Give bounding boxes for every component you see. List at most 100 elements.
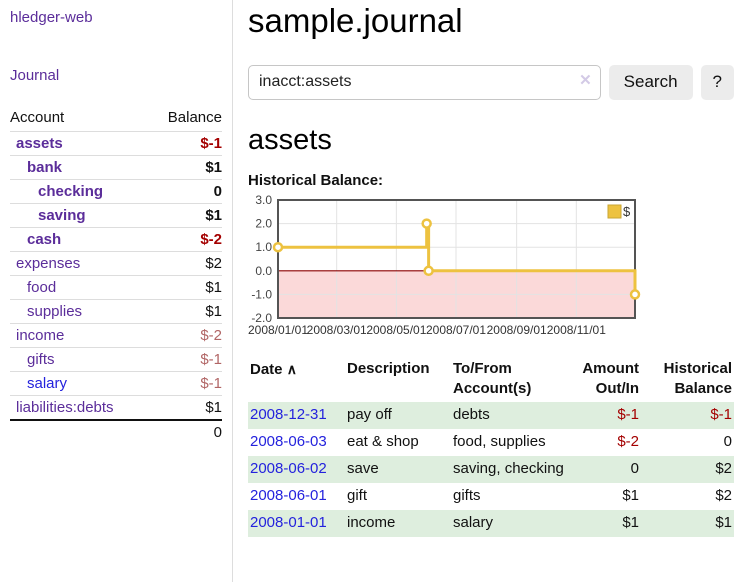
transaction-amount: $-1 — [617, 405, 639, 423]
transaction-balance: $-1 — [710, 405, 732, 423]
register-table: Date ∧ Description To/From Account(s) Am… — [248, 357, 734, 537]
account-link[interactable]: checking — [38, 183, 104, 200]
account-link[interactable]: saving — [38, 207, 86, 224]
account-link[interactable]: supplies — [27, 303, 83, 320]
svg-text:$: $ — [623, 204, 631, 219]
svg-text:-2.0: -2.0 — [251, 311, 272, 325]
transaction-date-link[interactable]: 2008-12-31 — [250, 405, 327, 423]
account-row: gifts $-1 — [10, 347, 222, 372]
app-title: hledger-web — [10, 9, 222, 27]
transaction-amount: $-2 — [617, 432, 639, 450]
transaction-amount: $1 — [622, 486, 639, 504]
account-row: liabilities:debts $1 — [10, 395, 222, 420]
account-name-cell: liabilities:debts — [10, 395, 150, 420]
transaction-balance: 0 — [723, 432, 732, 450]
search-button[interactable]: Search — [608, 64, 693, 100]
svg-text:2008/05/01: 2008/05/01 — [366, 323, 426, 337]
transaction-description: eat & shop — [347, 432, 419, 450]
transaction-date-link[interactable]: 2008-01-01 — [250, 513, 327, 531]
svg-text:1.0: 1.0 — [255, 240, 272, 254]
account-balance: $1 — [149, 203, 222, 228]
account-link[interactable]: food — [27, 279, 57, 296]
account-balance: $1 — [149, 275, 222, 300]
search-input[interactable] — [248, 64, 601, 100]
account-link[interactable]: expenses — [16, 255, 81, 272]
transaction-date-cell: 2008-12-31 — [248, 402, 345, 429]
transaction-amount: $1 — [622, 513, 639, 531]
register-row: 2008-06-01 gift gifts $1 $2 — [248, 483, 734, 510]
account-link[interactable]: cash — [27, 231, 62, 248]
register-row: 2008-12-31 pay off debts $-1 $-1 — [248, 401, 734, 429]
account-name-cell: expenses — [10, 251, 150, 276]
account-name-cell: supplies — [10, 299, 150, 324]
account-row: salary $-1 — [10, 371, 222, 396]
historical-balance-chart: 3.0 2.0 1.0 0.0 -1.0 -2.02008/01/012008/03/01… — [248, 193, 641, 337]
accounts-column-header: To/From Account(s) — [453, 359, 532, 397]
transaction-description: save — [347, 459, 379, 477]
transaction-balance: $2 — [715, 459, 732, 477]
balance-column-header: Balance — [167, 109, 222, 126]
account-name-cell: food — [10, 275, 150, 300]
main-content: sample.journal ✕ Search ? assets Histori… — [233, 0, 742, 582]
transaction-date-cell: 2008-06-01 — [248, 483, 345, 510]
account-balance-table: Account Balance assets $-1 bank $1 check… — [10, 106, 222, 444]
account-link[interactable]: liabilities:debts — [16, 399, 114, 416]
account-link[interactable]: salary — [27, 375, 68, 392]
sidebar-total-balance: 0 — [149, 419, 222, 444]
help-button[interactable]: ? — [700, 64, 734, 100]
account-name-cell: bank — [10, 155, 150, 180]
transaction-date-cell: 2008-06-02 — [248, 456, 345, 483]
account-balance: $-2 — [149, 323, 222, 348]
svg-text:-1.0: -1.0 — [251, 287, 272, 301]
sidebar-item-journal[interactable]: Journal — [10, 67, 60, 84]
transaction-balance: $2 — [715, 486, 732, 504]
account-name-cell: cash — [10, 227, 150, 252]
svg-text:2008/01/01: 2008/01/01 — [248, 323, 308, 337]
transaction-date-link[interactable]: 2008-06-01 — [250, 486, 327, 504]
account-balance: $-1 — [149, 347, 222, 372]
account-link[interactable]: assets — [16, 135, 63, 152]
transaction-amount: 0 — [630, 459, 639, 477]
account-balance: $-1 — [149, 131, 222, 156]
transaction-accounts: debts — [453, 405, 490, 423]
page-title: sample.journal — [248, 2, 463, 39]
transaction-balance: $1 — [715, 513, 732, 531]
svg-text:2.0: 2.0 — [255, 216, 272, 230]
transaction-date-link[interactable]: 2008-06-03 — [250, 432, 327, 450]
account-link[interactable]: income — [16, 327, 65, 344]
account-name-cell: checking — [10, 179, 150, 204]
account-row: income $-2 — [10, 323, 222, 348]
balance-column-header: Historical Balance — [663, 359, 732, 397]
sort-ascending-icon: ∧ — [286, 360, 297, 377]
search-bar: ✕ Search ? — [248, 64, 734, 100]
transaction-date-link[interactable]: 2008-06-02 — [250, 459, 327, 477]
account-name-cell: income — [10, 323, 150, 348]
account-balance: $1 — [149, 299, 222, 324]
search-box: ✕ — [248, 64, 601, 100]
chart-heading: Historical Balance: — [248, 171, 384, 189]
account-link[interactable]: gifts — [27, 351, 55, 368]
transaction-accounts: saving, checking — [453, 459, 564, 477]
account-balance: $1 — [149, 395, 222, 420]
transaction-accounts: food, supplies — [453, 432, 546, 450]
account-balance: $2 — [149, 251, 222, 276]
account-row: expenses $2 — [10, 251, 222, 276]
account-balance: $-2 — [149, 227, 222, 252]
svg-text:2008/09/01: 2008/09/01 — [487, 323, 547, 337]
account-balance: $1 — [149, 155, 222, 180]
clear-search-icon[interactable]: ✕ — [579, 71, 592, 89]
account-row: saving $1 — [10, 203, 222, 228]
account-row: supplies $1 — [10, 299, 222, 324]
register-row: 2008-06-02 save saving, checking 0 $2 — [248, 455, 734, 483]
transaction-description: pay off — [347, 405, 392, 423]
account-name-cell: salary — [10, 371, 150, 396]
account-row: food $1 — [10, 275, 222, 300]
total-row: 0 — [10, 419, 222, 444]
svg-text:0.0: 0.0 — [255, 264, 272, 278]
amount-column-header: Amount Out/In — [582, 359, 639, 397]
svg-text:2008/03/01: 2008/03/01 — [307, 323, 367, 337]
account-link[interactable]: bank — [27, 159, 63, 176]
app-title-link[interactable]: hledger-web — [10, 9, 93, 26]
account-row: checking 0 — [10, 179, 222, 204]
date-column-header[interactable]: Date ∧ — [250, 360, 297, 378]
